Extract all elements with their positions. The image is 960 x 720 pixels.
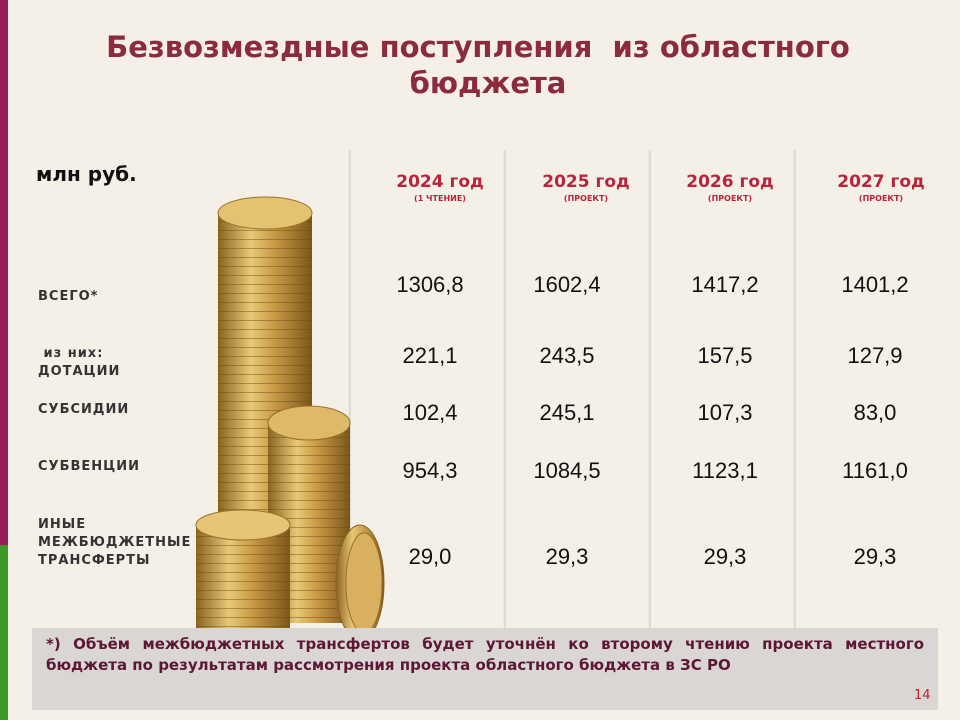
accent-stripe [0,545,8,720]
column-header: 2025 год (ПРОЕКТ) [506,172,666,203]
cell-value: 1161,0 [842,458,908,483]
row-label: ИНЫЕ [38,517,87,532]
column-year: 2027 год [837,172,925,192]
cell-value: 1306,8 [396,272,464,297]
cell-value: 29,3 [545,544,589,569]
title: бюджета [409,66,567,100]
cell-value: 29,3 [703,544,747,569]
cell-value: 1084,5 [533,458,601,483]
row-label: СУБСИДИИ [38,402,130,417]
cell-value: 1417,2 [691,272,759,297]
cell-value: 29,3 [853,544,897,569]
column-year: 2025 год [542,172,630,192]
unit-label: млн руб. [36,162,137,186]
column-header: 2024 год (1 ЧТЕНИЕ) [360,172,520,203]
cell-value: 102,4 [402,400,458,425]
cell-value: 221,1 [402,343,458,368]
row-label: ТРАНСФЕРТЫ [38,553,151,568]
column-note: (1 ЧТЕНИЕ) [414,194,466,203]
column-note: (ПРОЕКТ) [563,194,609,203]
column-separator [503,150,507,630]
column-note: (ПРОЕКТ) [707,194,753,203]
row-label: СУБВЕНЦИИ [38,459,140,474]
cell-value: 127,9 [847,343,903,368]
column-note: (ПРОЕКТ) [858,194,904,203]
page-number: 14 [914,688,931,703]
cell-value: 83,0 [853,400,897,425]
cell-value: 243,5 [539,343,595,368]
column-year: 2026 год [686,172,774,192]
row-label: из них: [38,346,104,361]
accent-stripe [0,0,8,545]
cell-value: 954,3 [402,458,458,483]
cell-value: 1401,2 [841,272,909,297]
row-label: ДОТАЦИИ [38,364,121,379]
row-label: ВСЕГО* [38,289,99,304]
cell-value: 107,3 [697,400,753,425]
cell-value: 1602,4 [533,272,601,297]
column-separator [793,150,797,630]
column-separator [648,150,652,630]
cell-value: 157,5 [697,343,753,368]
cell-value: 245,1 [539,400,595,425]
footnote: *) Объём межбюджетных трансфертов будет … [32,628,938,710]
column-separator [348,150,352,630]
title: Безвозмездные поступления из областного [106,30,850,64]
coins-illustration [195,196,385,645]
column-year: 2024 год [396,172,484,192]
cell-value: 1123,1 [692,458,758,483]
column-header: 2026 год (ПРОЕКТ) [650,172,810,203]
row-label: МЕЖБЮДЖЕТНЫЕ [38,535,192,550]
column-header: 2027 год (ПРОЕКТ) [801,172,960,203]
cell-value: 29,0 [408,544,452,569]
